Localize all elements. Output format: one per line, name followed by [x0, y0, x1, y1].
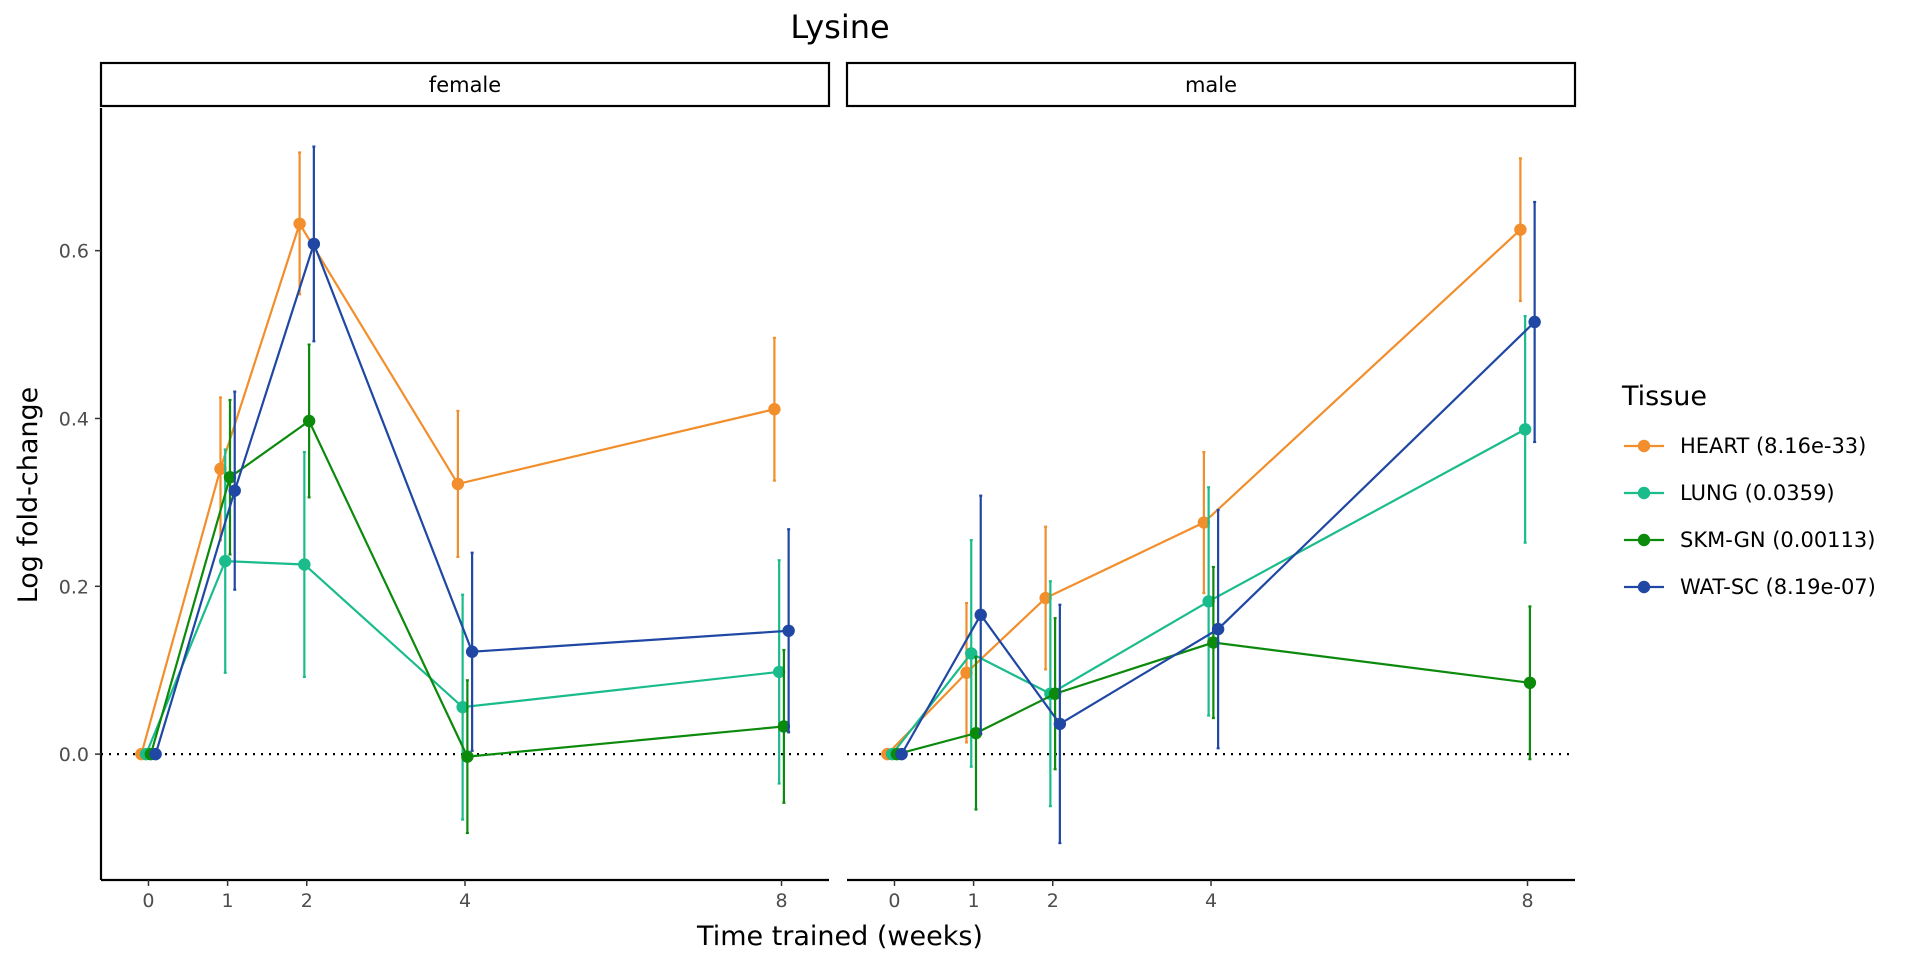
data-point	[461, 750, 474, 763]
facet-strip	[99, 61, 831, 108]
data-point	[1528, 315, 1541, 329]
y-tick-label: 0.2	[59, 576, 89, 598]
x-tick-label: 1	[968, 890, 980, 912]
series-lung	[139, 448, 786, 821]
panel-female: female 0.0 0.2 0.4 0.6 0 1 2 4 8	[59, 61, 831, 912]
x-tick-label: 8	[1521, 890, 1533, 912]
legend-label: SKM-GN (0.00113)	[1680, 528, 1875, 552]
x-tick-label: 2	[1047, 890, 1059, 912]
legend: Tissue HEART (8.16e-33) LUNG (0.0359) SKM-…	[1621, 381, 1876, 599]
data-point	[1211, 622, 1225, 636]
series-skm	[890, 565, 1537, 811]
data-point	[302, 414, 316, 428]
x-tick-label: 2	[301, 890, 313, 912]
facet-panels: female 0.0 0.2 0.4 0.6 0 1 2 4 8 male 0 1 2 4 8	[59, 61, 1577, 912]
series-wat	[149, 145, 795, 761]
data-point	[228, 484, 241, 497]
series-heart	[881, 157, 1527, 761]
legend-key-point	[1637, 486, 1651, 500]
y-tick-label: 0.4	[59, 408, 89, 430]
data-point	[1197, 516, 1211, 529]
legend-label: LUNG (0.0359)	[1680, 481, 1835, 505]
x-tick-label: 1	[222, 890, 234, 912]
data-point	[298, 558, 311, 571]
facet-strip-label: male	[1185, 73, 1237, 97]
data-point	[1514, 223, 1527, 236]
x-tick-label: 4	[1205, 890, 1217, 912]
data-point	[1053, 717, 1067, 731]
legend-label: WAT-SC (8.19e-07)	[1680, 575, 1876, 599]
data-point	[451, 477, 465, 491]
facet-strip-label: female	[429, 73, 501, 97]
legend-item-lung: LUNG (0.0359)	[1624, 481, 1835, 505]
x-tick-label: 0	[142, 890, 154, 912]
series-wat	[895, 200, 1541, 845]
y-axis-label: Log fold-change	[13, 387, 44, 604]
data-point	[782, 624, 795, 637]
data-point	[772, 665, 786, 679]
data-point	[223, 471, 237, 484]
facet-strip	[845, 61, 1577, 108]
data-point	[465, 645, 479, 658]
data-point	[1207, 636, 1220, 649]
data-point	[1202, 595, 1215, 608]
data-point	[1518, 423, 1532, 436]
x-tick-label: 8	[775, 890, 787, 912]
legend-item-wat: WAT-SC (8.19e-07)	[1624, 575, 1876, 599]
legend-label: HEART (8.16e-33)	[1680, 434, 1866, 458]
x-tick-label: 4	[459, 890, 471, 912]
data-point	[456, 700, 469, 714]
data-point	[777, 720, 791, 733]
y-tick-label: 0.0	[59, 744, 89, 766]
data-point	[214, 462, 227, 476]
data-point	[960, 666, 973, 679]
chart-title: Lysine	[790, 8, 889, 46]
data-point	[293, 217, 306, 230]
data-point	[1523, 676, 1537, 690]
panel-male: male 0 1 2 4 8	[845, 61, 1577, 912]
legend-title: Tissue	[1621, 381, 1707, 412]
legend-key-point	[1637, 533, 1651, 547]
data-point	[768, 403, 781, 416]
data-point	[307, 237, 321, 251]
legend-key-point	[1637, 580, 1651, 594]
series-skm	[144, 343, 791, 835]
x-tick-label: 0	[888, 890, 900, 912]
x-axis-label: Time trained (weeks)	[696, 921, 983, 952]
series-lung	[885, 315, 1532, 808]
data-point	[895, 747, 908, 761]
data-point	[965, 647, 978, 660]
legend-item-heart: HEART (8.16e-33)	[1624, 434, 1866, 458]
legend-key-point	[1637, 439, 1651, 453]
legend-item-skm: SKM-GN (0.00113)	[1624, 528, 1875, 552]
y-tick-label: 0.6	[59, 241, 89, 263]
series-heart	[135, 151, 781, 761]
data-point	[974, 608, 987, 622]
data-point	[1048, 687, 1062, 700]
data-point	[969, 726, 983, 740]
data-point	[149, 747, 162, 761]
data-point	[1039, 591, 1052, 605]
data-point	[219, 554, 232, 568]
